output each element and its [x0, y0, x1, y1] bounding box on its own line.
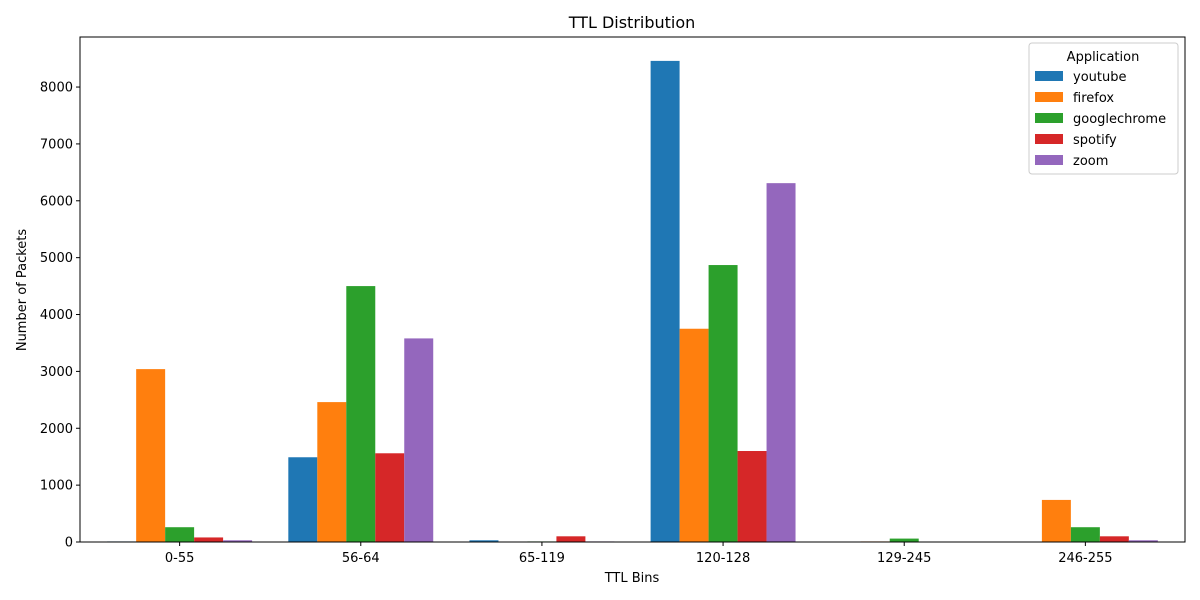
x-tick-label: 65-119 — [519, 551, 565, 566]
y-tick-label: 5000 — [40, 251, 73, 266]
bar-googlechrome-56-64 — [346, 286, 376, 542]
bar-zoom-0-55 — [223, 540, 253, 542]
bar-firefox-246-255 — [1041, 499, 1071, 542]
legend-title: Application — [1067, 50, 1140, 65]
chart-title: TTL Distribution — [568, 13, 696, 32]
bar-zoom-246-255 — [1128, 540, 1158, 542]
y-tick-label: 0 — [65, 536, 73, 551]
x-tick-label: 56-64 — [342, 551, 380, 566]
legend-swatch-zoom — [1035, 155, 1063, 165]
bar-youtube-120-128 — [650, 60, 680, 542]
x-tick-label: 0-55 — [165, 551, 195, 566]
y-tick-label: 2000 — [40, 422, 73, 437]
y-axis-label: Number of Packets — [15, 229, 30, 352]
bar-spotify-0-55 — [194, 537, 224, 542]
bar-googlechrome-0-55 — [165, 527, 195, 542]
bar-zoom-120-128 — [766, 183, 796, 542]
x-tick-label: 246-255 — [1058, 551, 1112, 566]
y-tick-label: 6000 — [40, 194, 73, 209]
y-tick-label: 4000 — [40, 308, 73, 323]
bar-youtube-56-64 — [288, 457, 318, 542]
legend-label-googlechrome: googlechrome — [1073, 112, 1166, 127]
y-axis: 0 1000 2000 3000 4000 5000 6000 7000 8000 — [40, 81, 80, 551]
y-tick-label: 8000 — [40, 81, 73, 96]
bar-spotify-65-119 — [556, 536, 586, 542]
bar-youtube-65-119 — [469, 540, 499, 542]
y-tick-label: 3000 — [40, 365, 73, 380]
legend-swatch-firefox — [1035, 92, 1063, 102]
bar-firefox-120-128 — [679, 328, 709, 542]
y-tick-label: 1000 — [40, 479, 73, 494]
x-axis: 0-55 56-64 65-119 120-128 129-245 246-255 — [165, 542, 1113, 566]
plot-frame — [79, 36, 1186, 543]
legend-items: youtube firefox googlechrome spotify zoom — [1035, 70, 1166, 169]
x-tick-label: 120-128 — [696, 551, 750, 566]
legend-label-firefox: firefox — [1073, 91, 1114, 106]
bar-spotify-56-64 — [375, 453, 405, 542]
legend-swatch-spotify — [1035, 134, 1063, 144]
y-tick-label: 7000 — [40, 137, 73, 152]
bar-googlechrome-129-245 — [889, 538, 919, 542]
bar-spotify-246-255 — [1099, 536, 1129, 542]
legend-box — [1028, 42, 1179, 175]
bar-spotify-120-128 — [737, 451, 767, 542]
bar-googlechrome-120-128 — [708, 265, 738, 542]
legend-label-zoom: zoom — [1073, 154, 1108, 169]
legend-label-spotify: spotify — [1073, 133, 1117, 148]
bar-zoom-56-64 — [404, 338, 434, 542]
x-tick-label: 129-245 — [877, 551, 931, 566]
bar-firefox-56-64 — [317, 402, 347, 542]
legend-label-youtube: youtube — [1073, 70, 1126, 85]
bars-group — [107, 60, 1158, 542]
legend: Application youtube firefox googlechrome sp… — [1028, 42, 1179, 175]
bar-googlechrome-246-255 — [1070, 527, 1100, 542]
bar-firefox-0-55 — [136, 369, 166, 542]
legend-swatch-youtube — [1035, 71, 1063, 81]
legend-swatch-googlechrome — [1035, 113, 1063, 123]
x-axis-label: TTL Bins — [604, 571, 660, 586]
